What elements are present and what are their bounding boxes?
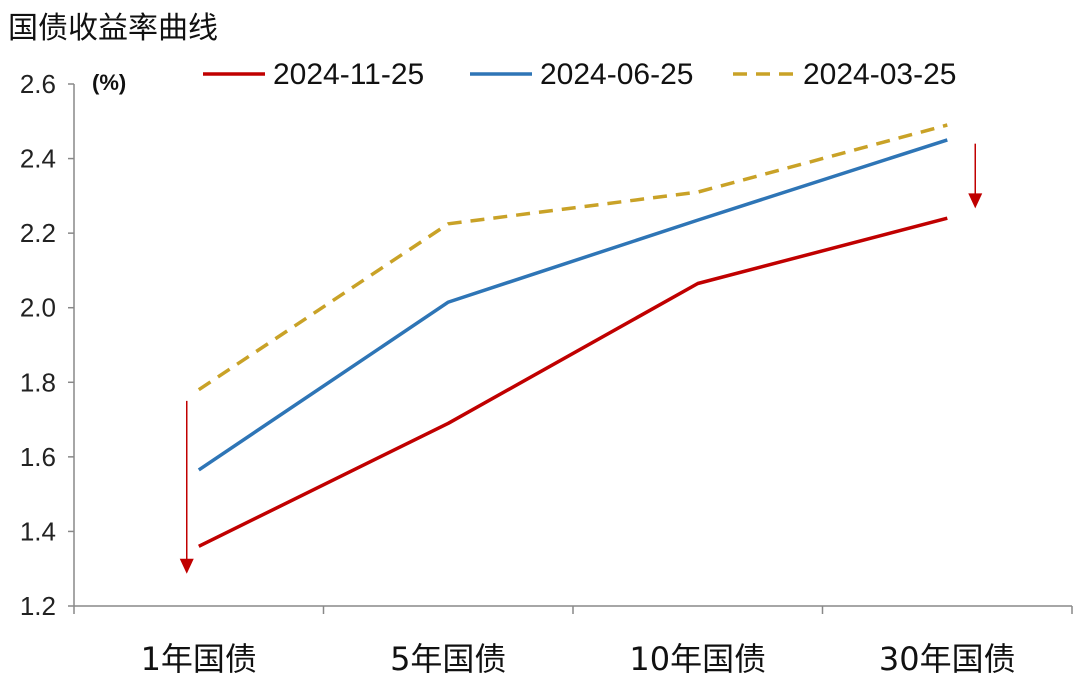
y-tick-label: 1.8 bbox=[20, 367, 56, 397]
x-tick-label: 10年国债 bbox=[629, 640, 766, 678]
down-arrow-head bbox=[179, 558, 194, 574]
y-tick-label: 2.6 bbox=[20, 69, 56, 99]
series-layer bbox=[197, 123, 948, 548]
y-tick-label: 1.2 bbox=[20, 591, 56, 621]
y-unit-label: (%) bbox=[92, 70, 126, 95]
series-line-2024-11-25 bbox=[198, 216, 948, 548]
y-tick-label: 1.6 bbox=[20, 442, 56, 472]
x-tick-label: 30年国债 bbox=[879, 640, 1016, 678]
legend-label: 2024-03-25 bbox=[803, 58, 956, 91]
annotation-layer bbox=[179, 143, 983, 574]
series-line-2024-03-25 bbox=[197, 123, 948, 392]
y-tick-label: 2.0 bbox=[20, 293, 56, 323]
chart-title: 国债收益率曲线 bbox=[8, 11, 218, 46]
x-tick-label: 1年国债 bbox=[141, 640, 257, 678]
legend-label: 2024-11-25 bbox=[273, 58, 424, 91]
y-tick-label: 2.4 bbox=[20, 144, 56, 174]
down-arrow-head bbox=[968, 193, 983, 209]
series-line-2024-06-25 bbox=[197, 138, 948, 472]
legend-label: 2024-06-25 bbox=[540, 58, 693, 91]
legend: 2024-11-25 2024-06-25 2024-03-25 bbox=[203, 58, 956, 91]
axes: 1.2 1.4 1.6 1.8 2.0 2.2 2.4 2.6 1年国债 5年国债 10年国债 30年… bbox=[20, 69, 1073, 678]
y-tick-label: 1.4 bbox=[20, 516, 56, 546]
x-tick-label: 5年国债 bbox=[390, 640, 506, 678]
y-tick-label: 2.2 bbox=[20, 218, 56, 248]
